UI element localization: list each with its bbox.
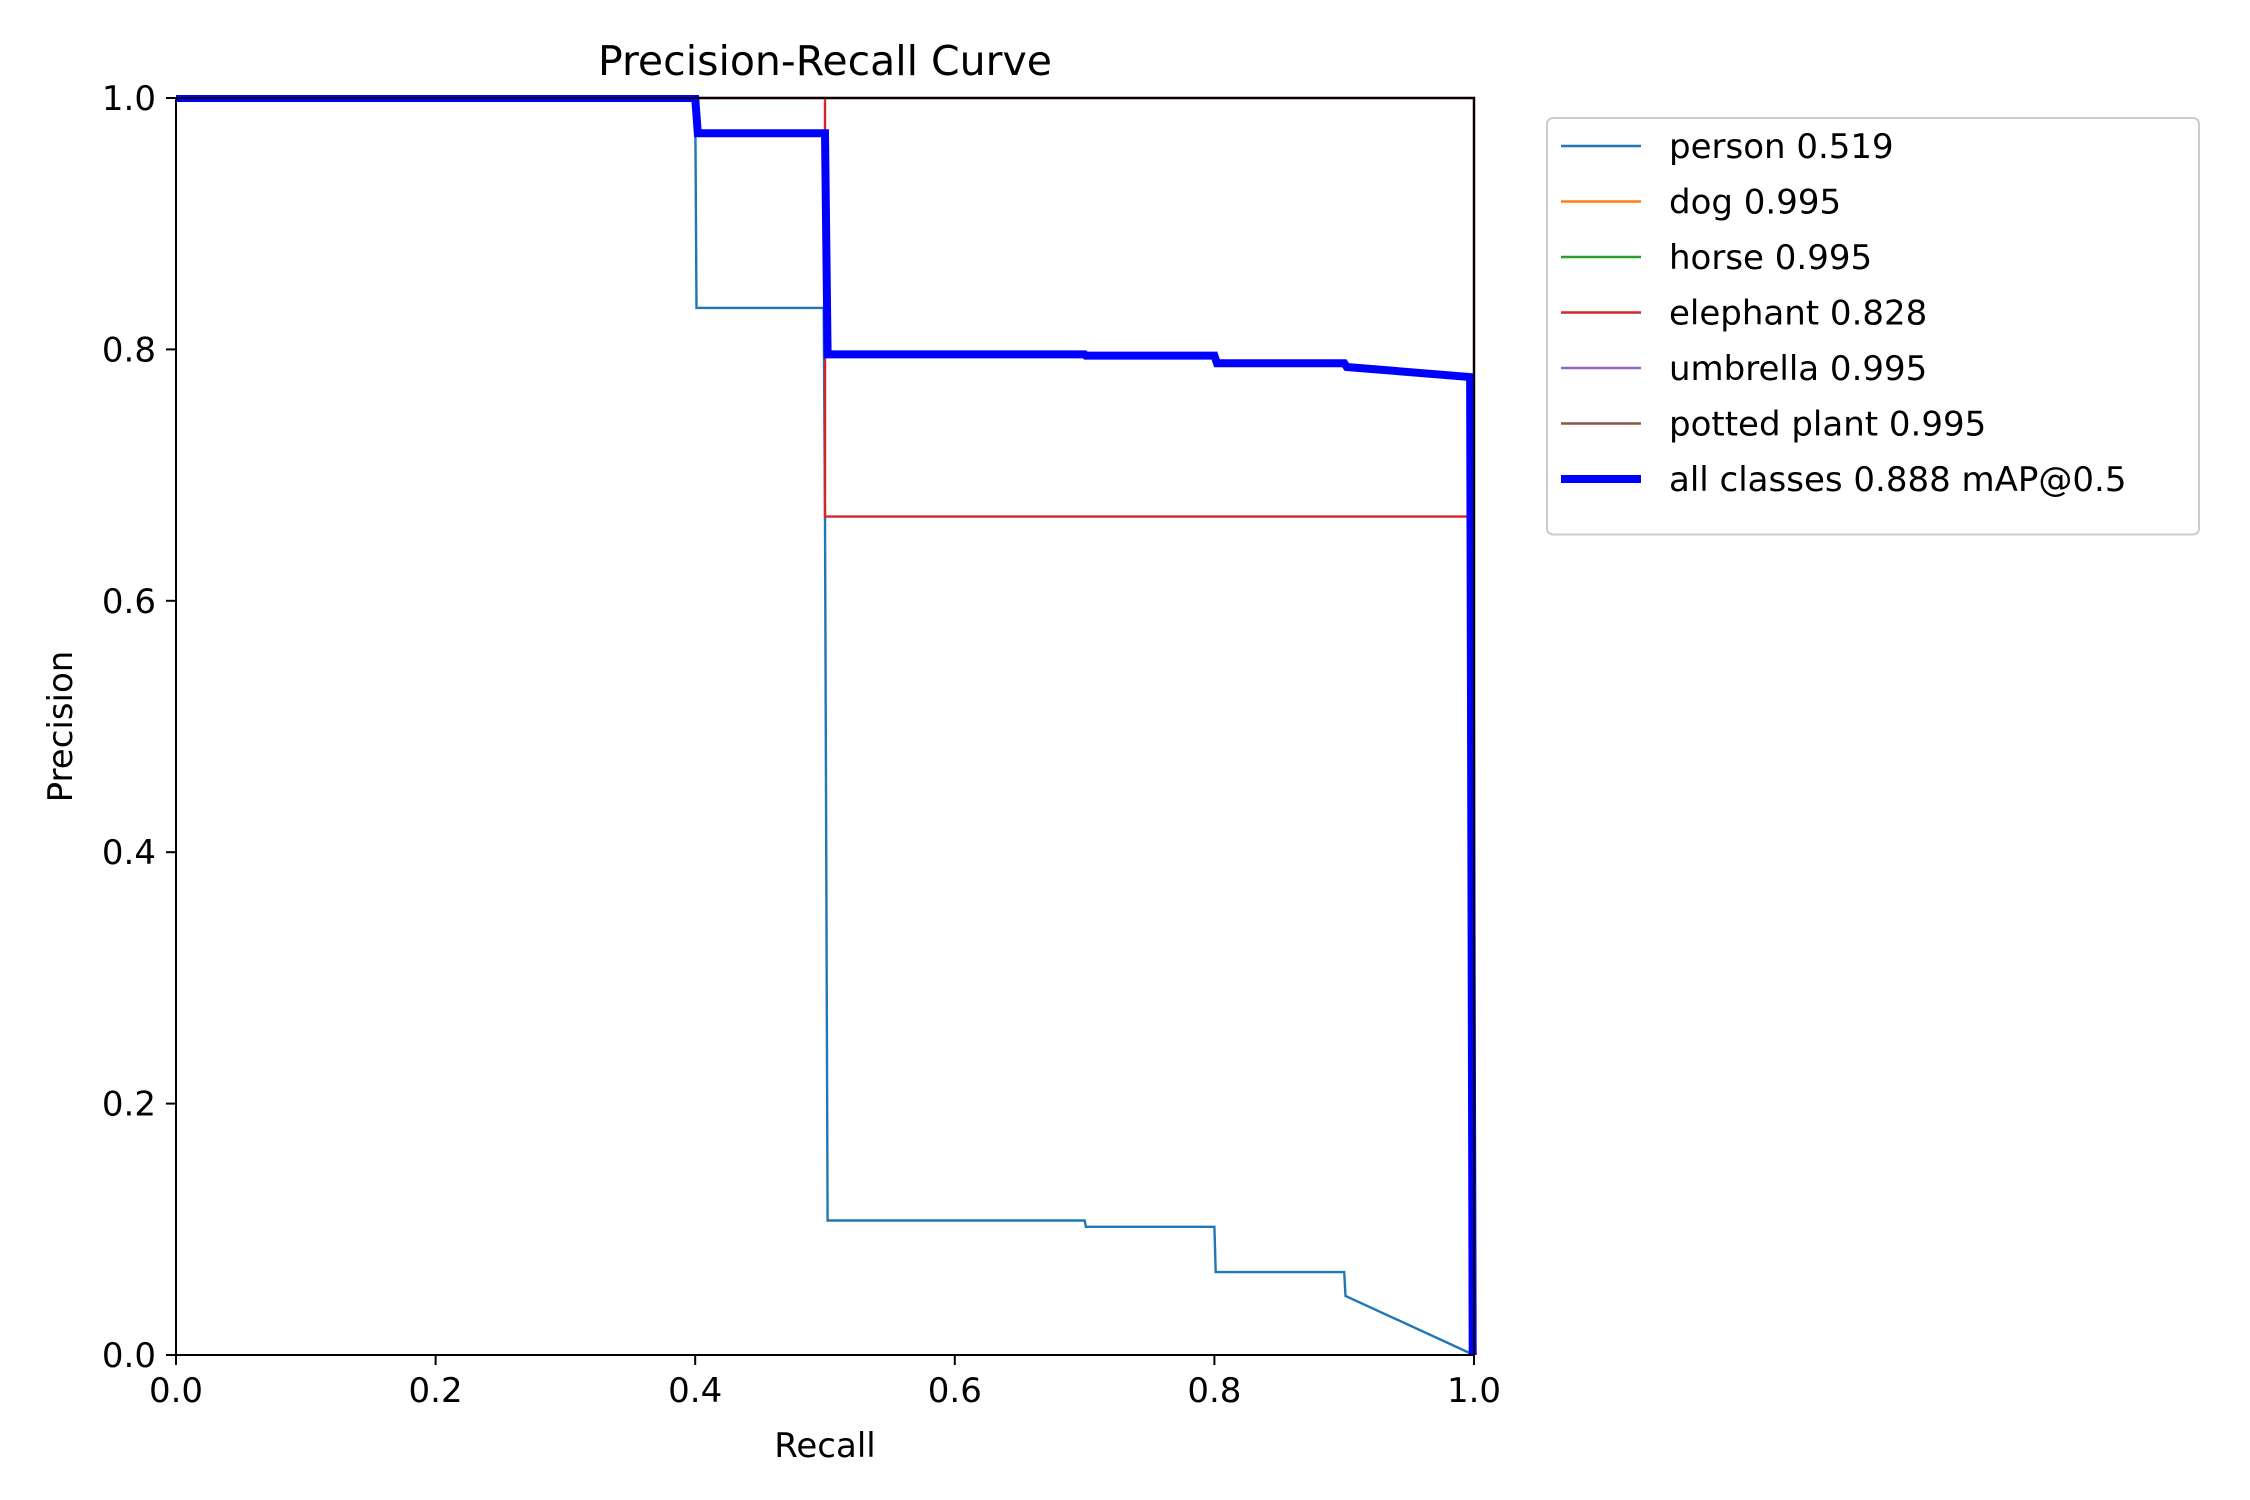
- y-tick-label: 1.0: [102, 79, 156, 119]
- y-tick-label: 0.0: [102, 1336, 156, 1376]
- plot-area: [176, 95, 1477, 1357]
- x-tick-label: 0.0: [149, 1371, 203, 1411]
- x-tick-label: 0.4: [668, 1371, 722, 1411]
- legend-label: umbrella 0.995: [1669, 349, 1927, 389]
- y-tick-label: 0.8: [102, 330, 156, 370]
- legend-label: elephant 0.828: [1669, 294, 1927, 334]
- series-line-0: [176, 96, 1475, 1357]
- x-tick-label: 0.2: [409, 1371, 463, 1411]
- legend-label: potted plant 0.995: [1669, 405, 1986, 445]
- plot-frame: [175, 97, 1475, 1356]
- y-axis-label: Precision: [41, 651, 81, 803]
- x-tick-label: 0.6: [928, 1371, 982, 1411]
- legend-box: [1546, 117, 2200, 536]
- series-line-6: [176, 95, 1477, 1356]
- x-tick-label: 0.8: [1187, 1371, 1241, 1411]
- y-tick-label: 0.4: [102, 833, 156, 873]
- legend-label: horse 0.995: [1669, 238, 1872, 278]
- axes: 0.0 0.2 0.4 0.6 0.8 1.0 0.0 0.2 0.4 0.6 0.8 1.0: [102, 79, 1501, 1411]
- legend-label: dog 0.995: [1669, 183, 1841, 223]
- x-tick-label: 1.0: [1447, 1371, 1501, 1411]
- x-axis-label: Recall: [774, 1426, 875, 1466]
- legend-label: all classes 0.888 mAP@0.5: [1669, 460, 2126, 500]
- y-tick-label: 0.2: [102, 1085, 156, 1125]
- legend-label: person 0.519: [1669, 127, 1894, 167]
- legend: person 0.519 dog 0.995 horse 0.995 elephant…: [1546, 117, 2200, 536]
- chart-title: Precision-Recall Curve: [598, 37, 1052, 85]
- y-tick-label: 0.6: [102, 582, 156, 622]
